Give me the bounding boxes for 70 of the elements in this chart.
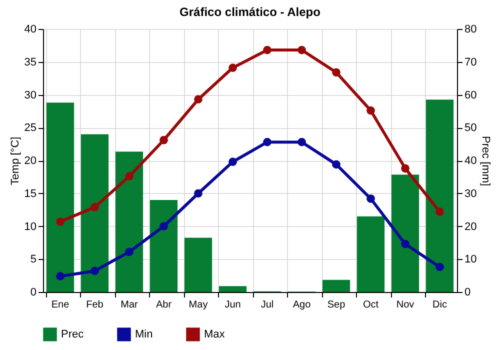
x-tick-label: Feb <box>86 300 104 310</box>
point <box>332 160 340 169</box>
point <box>56 217 64 226</box>
y2-tick-label: 40 <box>464 155 477 167</box>
point <box>160 222 168 230</box>
x-tick-label: Ene <box>51 300 70 310</box>
y-tick-label: 25 <box>24 122 36 134</box>
chart-title: Gráfico climático - Alepo <box>180 5 320 19</box>
y2-tick-label: 80 <box>464 24 477 36</box>
bar <box>218 286 247 292</box>
bar <box>426 100 454 292</box>
point <box>298 138 306 146</box>
point <box>401 240 410 248</box>
y-tick-label: 40 <box>24 24 36 36</box>
bar <box>322 280 350 292</box>
point <box>366 106 375 115</box>
y2-tick-label: 60 <box>464 89 477 102</box>
bar <box>184 238 212 292</box>
bar <box>391 174 420 292</box>
x-tick-label: Abr <box>156 300 172 310</box>
y2-tick-label: 50 <box>464 122 477 134</box>
legend-label: Min <box>135 328 153 340</box>
x-tick-label: Nov <box>396 300 414 310</box>
x-tick-label: Ago <box>292 300 312 310</box>
point <box>263 138 272 146</box>
y2-tick-label: 70 <box>464 56 477 68</box>
x-tick-label: Jul <box>260 300 274 310</box>
bar <box>115 152 144 292</box>
point <box>401 164 410 173</box>
x-tick-label: Dic <box>432 300 447 310</box>
point <box>125 248 134 256</box>
y2-tick-label: 0 <box>464 286 471 298</box>
x-tick-label: May <box>188 300 208 310</box>
point <box>228 64 237 72</box>
point <box>125 172 134 180</box>
y-tick-label: 35 <box>24 56 36 68</box>
y-tick-label: 15 <box>24 188 36 200</box>
x-tick-label: Sep <box>327 300 346 310</box>
y-tick-label: 20 <box>24 155 36 167</box>
x-tick-label: Jun <box>224 300 241 310</box>
point <box>56 272 64 280</box>
y-tick-label: 0 <box>30 286 36 298</box>
bar <box>356 216 385 292</box>
y-axis-title: Temp [°C] <box>9 136 22 186</box>
y-tick-label: 10 <box>24 220 36 233</box>
bar <box>46 102 74 292</box>
bar <box>150 200 178 292</box>
point <box>228 158 237 166</box>
point <box>160 136 168 144</box>
y2-tick-label: 10 <box>464 254 477 266</box>
x-tick-label: Mar <box>120 300 139 310</box>
legend-label: Max <box>204 328 226 340</box>
point <box>366 194 375 203</box>
point <box>194 189 202 198</box>
point <box>436 208 444 216</box>
point <box>332 68 340 77</box>
y2-tick-label: 30 <box>464 188 477 200</box>
point <box>194 95 202 104</box>
y2-axis-title: Prec [mm] <box>480 136 492 186</box>
point <box>298 46 306 54</box>
point <box>436 262 444 272</box>
point <box>90 266 99 276</box>
point <box>263 46 272 54</box>
y-tick-label: 30 <box>24 89 36 102</box>
y-tick-label: 5 <box>30 254 36 266</box>
legend-label: Prec <box>61 328 84 340</box>
y2-tick-label: 20 <box>464 220 477 233</box>
point <box>90 203 99 212</box>
x-tick-label: Oct <box>362 300 379 310</box>
bar <box>80 134 109 292</box>
